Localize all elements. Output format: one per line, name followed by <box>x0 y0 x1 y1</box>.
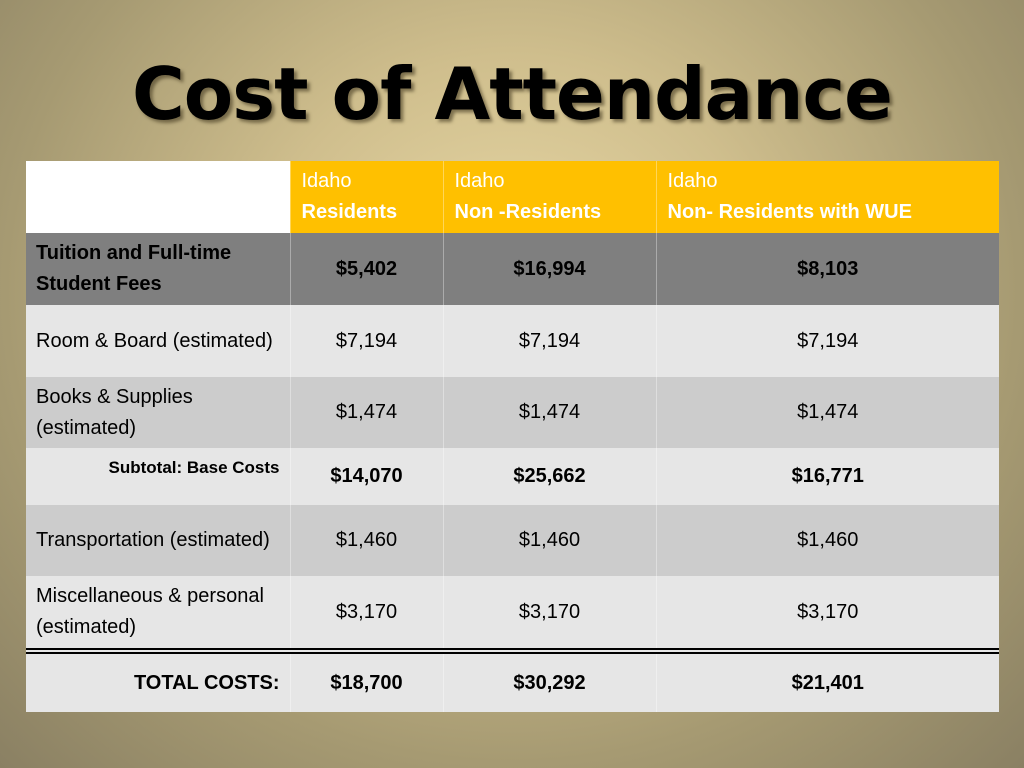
slide-title: Cost of Attendance <box>131 52 893 136</box>
cell-value: $7,194 <box>655 305 999 377</box>
cost-table: Idaho Residents Idaho Non -Residents Idaho… <box>26 161 999 712</box>
header-idaho-residents: Idaho Residents <box>289 161 443 233</box>
header-idaho-non-residents-wue: Idaho Non- Residents with WUE <box>655 161 999 233</box>
row-label: Miscellaneous & personal (estimated) <box>26 576 290 651</box>
header-idaho-non-residents: Idaho Non -Residents <box>442 161 656 233</box>
row-label: TOTAL COSTS: <box>26 648 290 712</box>
cell-value: $1,460 <box>655 505 999 576</box>
cell-value: $5,402 <box>289 233 443 305</box>
header-corner-cell <box>26 161 290 233</box>
table-row-room-board: Room & Board (estimated) $7,194 $7,194 $… <box>26 305 999 377</box>
cell-value: $1,474 <box>289 377 443 448</box>
cell-value: $7,194 <box>289 305 443 377</box>
table-row-total: TOTAL COSTS: $18,700 $30,292 $21,401 <box>26 648 999 712</box>
table-row-tuition: Tuition and Full-time Student Fees $5,40… <box>26 233 999 305</box>
row-label: Tuition and Full-time Student Fees <box>26 233 290 305</box>
cell-value: $1,474 <box>655 377 999 448</box>
row-label: Books & Supplies (estimated) <box>26 377 290 448</box>
table-row-subtotal: Subtotal: Base Costs $14,070 $25,662 $16… <box>26 448 999 505</box>
cell-value: $3,170 <box>289 576 443 651</box>
cell-value: $30,292 <box>442 648 656 712</box>
table-row-miscellaneous: Miscellaneous & personal (estimated) $3,… <box>26 576 999 651</box>
row-label: Transportation (estimated) <box>26 505 290 576</box>
cell-value: $14,070 <box>289 448 443 505</box>
cell-value: $1,460 <box>289 505 443 576</box>
cell-value: $1,474 <box>442 377 656 448</box>
cell-value: $3,170 <box>655 576 999 651</box>
cell-value: $21,401 <box>655 648 999 712</box>
cell-value: $16,994 <box>442 233 656 305</box>
cell-value: $3,170 <box>442 576 656 651</box>
cell-value: $25,662 <box>442 448 656 505</box>
table-row-books-supplies: Books & Supplies (estimated) $1,474 $1,4… <box>26 377 999 448</box>
cell-value: $7,194 <box>442 305 656 377</box>
cell-value: $16,771 <box>655 448 999 505</box>
table-header-row: Idaho Residents Idaho Non -Residents Idaho… <box>26 161 999 233</box>
row-label: Room & Board (estimated) <box>26 305 290 377</box>
row-label: Subtotal: Base Costs <box>26 448 290 505</box>
cell-value: $18,700 <box>289 648 443 712</box>
table-row-transportation: Transportation (estimated) $1,460 $1,460… <box>26 505 999 576</box>
cell-value: $8,103 <box>655 233 999 305</box>
cell-value: $1,460 <box>442 505 656 576</box>
